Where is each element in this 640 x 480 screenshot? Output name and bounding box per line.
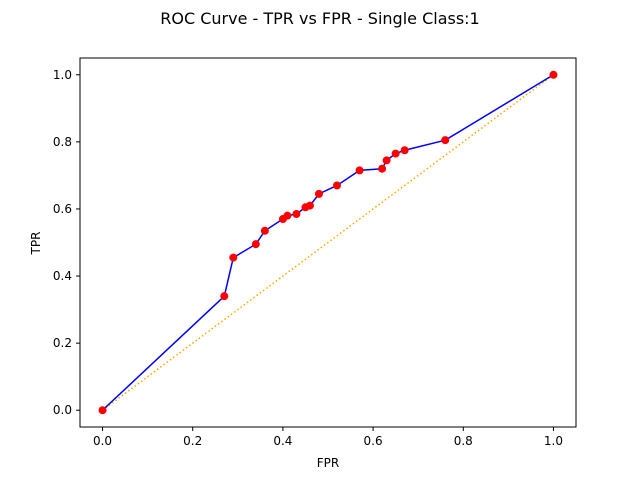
roc-point-0 [98, 406, 107, 415]
x-tick-label-4: 0.8 [454, 434, 473, 448]
x-tick-label-3: 0.6 [364, 434, 383, 448]
roc-point-17 [441, 136, 450, 145]
plot-frame [79, 57, 577, 428]
y-tick-label-1: 0.2 [53, 336, 72, 350]
y-axis-label: TPR [29, 232, 43, 256]
x-tick-label-0: 0.0 [93, 434, 112, 448]
roc-point-6 [283, 211, 292, 220]
roc-point-10 [314, 189, 323, 198]
roc-point-7 [292, 209, 301, 218]
roc-point-16 [400, 146, 409, 155]
x-axis-label: FPR [317, 456, 339, 470]
x-tick-label-5: 1.0 [544, 434, 563, 448]
roc-point-2 [229, 253, 238, 262]
y-tick-label-4: 0.8 [53, 135, 72, 149]
y-tick-label-3: 0.6 [53, 202, 72, 216]
roc-point-1 [220, 292, 229, 301]
y-tick-label-0: 0.0 [53, 403, 72, 417]
roc-point-18 [549, 70, 558, 79]
roc-point-13 [378, 164, 387, 173]
x-tick-label-2: 0.4 [273, 434, 292, 448]
axis-ticks: 0.0 0.2 0.4 0.6 0.8 1.0 0.0 0.2 0.4 0.6 0.8 1.0 [53, 68, 563, 448]
chance-diagonal-line [102, 74, 554, 411]
roc-point-14 [382, 156, 391, 165]
roc-point-15 [391, 149, 400, 158]
roc-point-3 [251, 240, 260, 249]
roc-point-4 [260, 226, 269, 235]
roc-point-9 [305, 201, 314, 210]
chart-title: ROC Curve - TPR vs FPR - Single Class:1 [160, 9, 479, 28]
x-tick-label-1: 0.2 [183, 434, 202, 448]
y-tick-label-5: 1.0 [53, 68, 72, 82]
plot-area [98, 70, 558, 415]
roc-point-11 [333, 181, 342, 190]
y-tick-label-2: 0.4 [53, 269, 72, 283]
roc-point-12 [355, 166, 364, 175]
